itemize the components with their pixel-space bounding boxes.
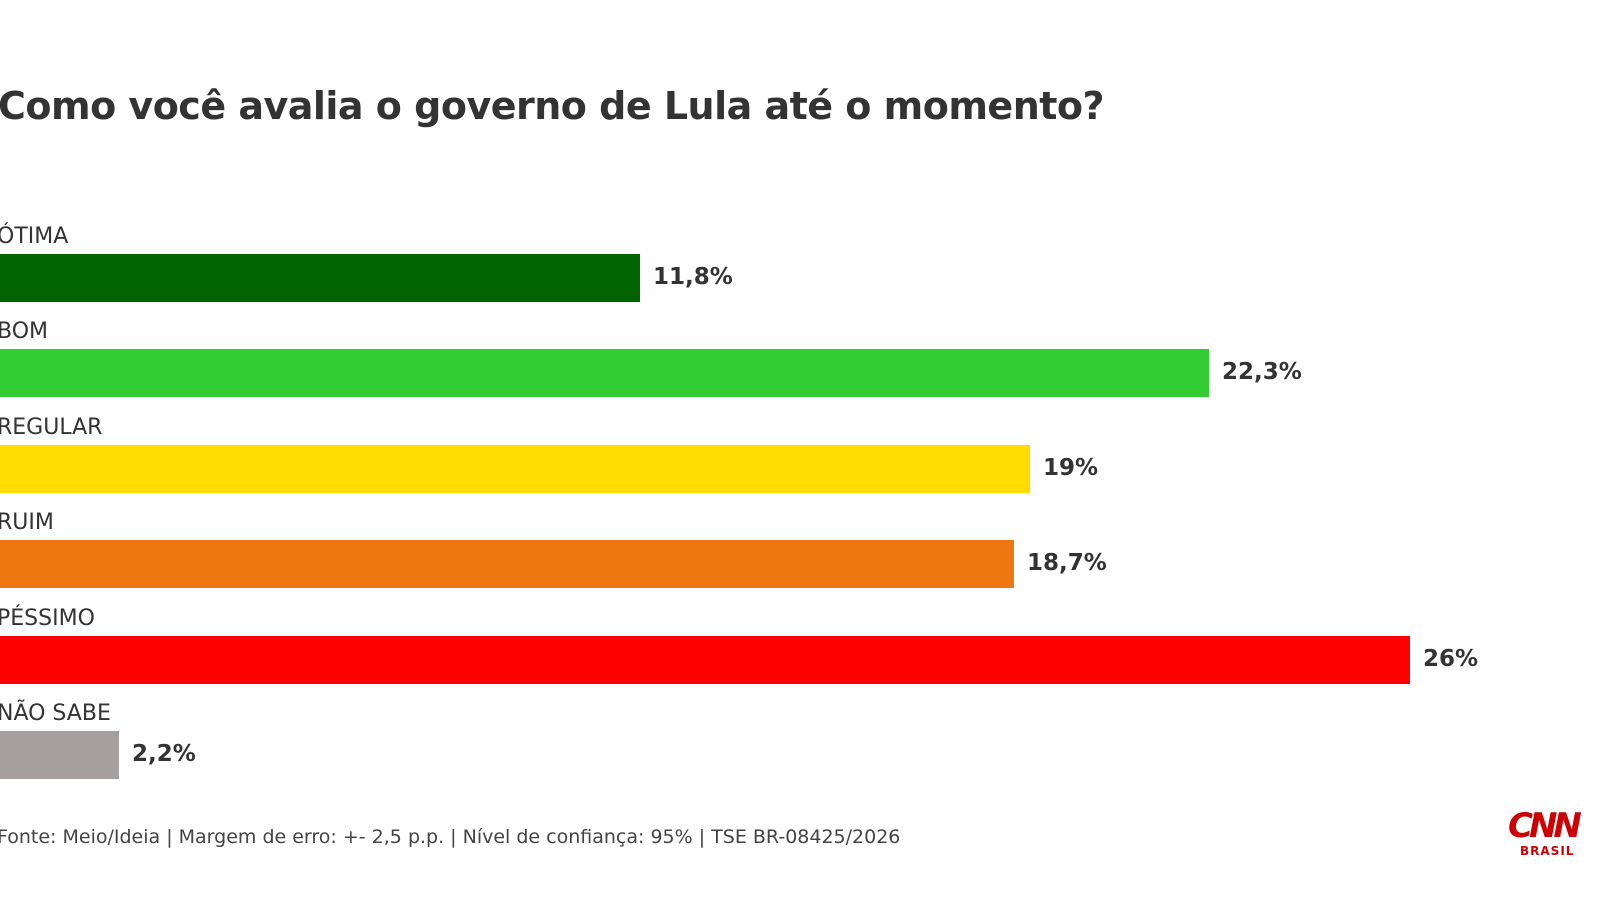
bar-nao-sabe: [0, 731, 119, 779]
cnn-brasil-logo: CNN BRASIL: [1508, 806, 1588, 866]
category-label-nao-sabe: NÃO SABE: [0, 701, 111, 726]
category-label-regular: REGULAR: [0, 415, 103, 440]
logo-subtext: BRASIL: [1520, 844, 1575, 858]
category-label-ruim: RUIM: [0, 510, 54, 535]
category-label-pessimo: PÉSSIMO: [0, 606, 95, 631]
value-label-nao-sabe: 2,2%: [132, 741, 196, 767]
logo-wordmark: CNN: [1508, 806, 1582, 846]
bar-regular: [0, 445, 1030, 493]
value-label-pessimo: 26%: [1423, 646, 1479, 672]
value-label-bom: 22,3%: [1222, 359, 1302, 385]
bar-otima: [0, 254, 640, 302]
category-label-bom: BOM: [0, 319, 49, 344]
bar-ruim: [0, 540, 1014, 588]
bar-pessimo: [0, 636, 1410, 684]
bar-bom: [0, 349, 1209, 397]
source-footnote: Fonte: Meio/Ideia | Margem de erro: +- 2…: [0, 826, 901, 848]
category-label-otima: ÓTIMA: [0, 224, 69, 249]
chart-title: Como você avalia o governo de Lula até o…: [0, 84, 1105, 128]
value-label-otima: 11,8%: [653, 264, 733, 290]
value-label-ruim: 18,7%: [1027, 550, 1107, 576]
value-label-regular: 19%: [1043, 455, 1099, 481]
